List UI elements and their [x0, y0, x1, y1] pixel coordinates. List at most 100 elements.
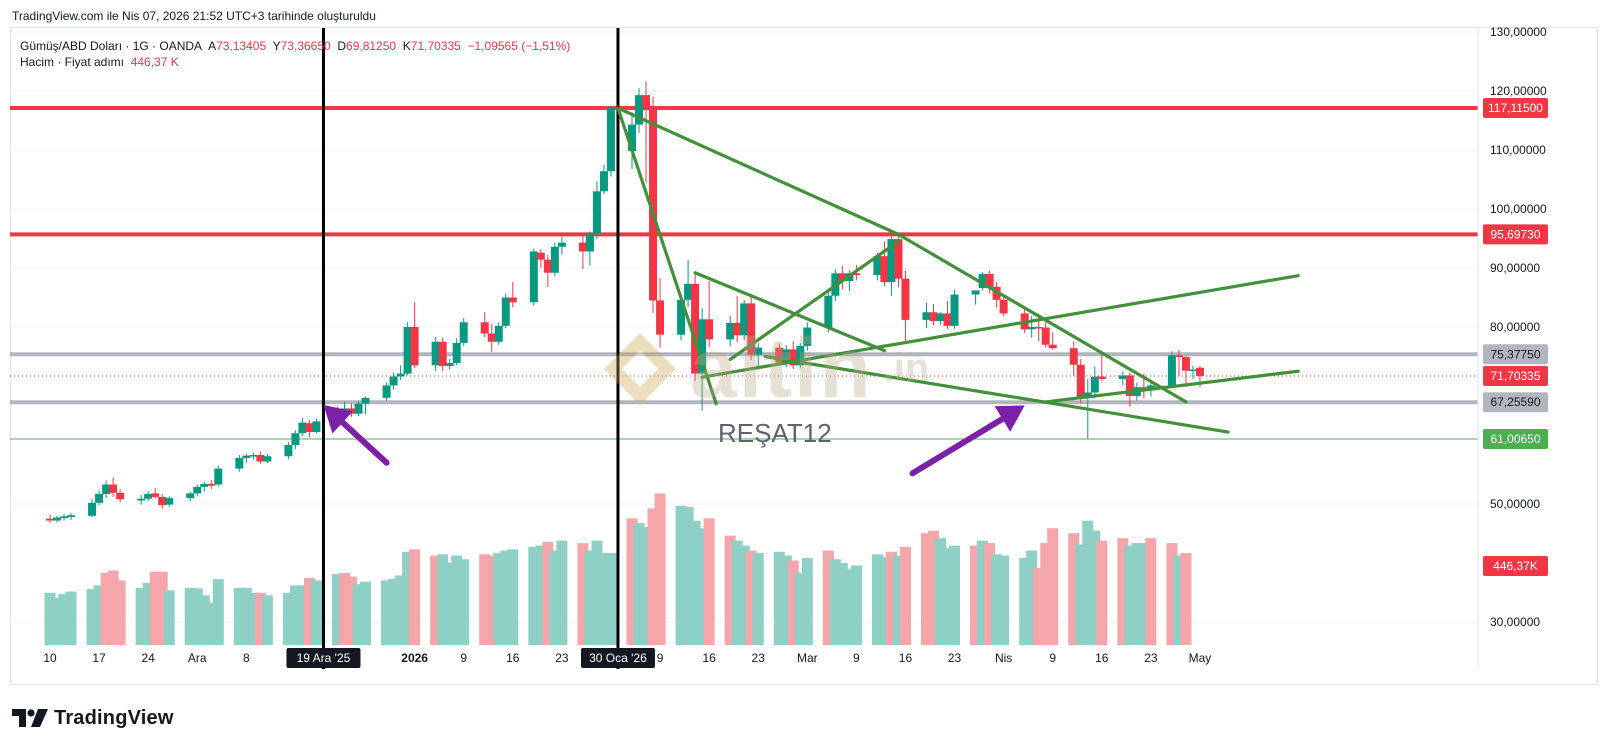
candle[interactable]	[1195, 367, 1204, 376]
candle[interactable]	[1048, 344, 1057, 349]
trendline[interactable]	[616, 106, 901, 236]
legend-volume-label[interactable]: Hacim · Fiyat adımı	[20, 55, 125, 69]
candle[interactable]	[165, 498, 174, 505]
candle[interactable]	[298, 422, 307, 434]
annotation-arrow-head-icon[interactable]	[994, 405, 1025, 432]
candle[interactable]	[291, 433, 300, 445]
trendline[interactable]	[728, 239, 901, 362]
candle[interactable]	[887, 239, 896, 283]
candle[interactable]	[263, 456, 272, 462]
candle[interactable]	[1146, 385, 1155, 389]
candle[interactable]	[151, 493, 160, 497]
candle[interactable]	[501, 297, 510, 326]
candle[interactable]	[901, 278, 910, 320]
candle[interactable]	[389, 376, 398, 386]
candle[interactable]	[1076, 364, 1085, 397]
candle[interactable]	[971, 290, 980, 295]
candle[interactable]	[642, 95, 651, 107]
candle[interactable]	[747, 303, 756, 355]
candle[interactable]	[705, 319, 714, 340]
candle[interactable]	[782, 349, 791, 363]
candle[interactable]	[978, 273, 987, 289]
candle[interactable]	[536, 252, 545, 260]
candle[interactable]	[606, 107, 615, 172]
candle[interactable]	[1027, 327, 1036, 330]
candle[interactable]	[1174, 355, 1183, 358]
tradingview-brand[interactable]: TradingView	[12, 706, 174, 730]
candle[interactable]	[740, 303, 749, 336]
candle[interactable]	[733, 322, 742, 336]
candle[interactable]	[403, 327, 412, 374]
candle[interactable]	[838, 273, 847, 281]
candle[interactable]	[354, 403, 363, 414]
candle[interactable]	[1118, 375, 1127, 379]
trendline[interactable]	[1044, 369, 1300, 404]
trendline[interactable]	[763, 354, 1230, 434]
annotation-arrow-head-icon[interactable]	[323, 404, 353, 434]
candle[interactable]	[824, 295, 833, 328]
candle[interactable]	[438, 341, 447, 366]
candle[interactable]	[627, 124, 636, 152]
candle[interactable]	[1188, 369, 1197, 371]
candle[interactable]	[137, 498, 146, 501]
candle[interactable]	[347, 408, 356, 414]
candle[interactable]	[726, 322, 735, 340]
candle[interactable]	[1167, 355, 1176, 386]
candle[interactable]	[1090, 376, 1099, 393]
candle[interactable]	[487, 333, 496, 342]
candle[interactable]	[116, 492, 125, 500]
candle[interactable]	[46, 518, 54, 521]
candle[interactable]	[1083, 392, 1092, 397]
candle[interactable]	[459, 322, 468, 343]
candle[interactable]	[200, 483, 209, 487]
candle[interactable]	[1181, 357, 1190, 371]
candle[interactable]	[529, 251, 538, 303]
candle[interactable]	[557, 242, 566, 247]
trendline[interactable]	[700, 274, 1300, 379]
candle[interactable]	[249, 455, 258, 457]
candle[interactable]	[873, 256, 882, 276]
candle[interactable]	[789, 349, 798, 366]
candle[interactable]	[550, 246, 559, 273]
candle[interactable]	[144, 493, 153, 499]
candle[interactable]	[508, 297, 517, 303]
candle[interactable]	[803, 327, 812, 346]
candle[interactable]	[480, 322, 489, 334]
legend-symbol[interactable]: Gümüş/ABD Doları · 1G · OANDA	[20, 39, 203, 53]
candle[interactable]	[382, 385, 391, 398]
candle[interactable]	[929, 312, 938, 322]
candle[interactable]	[109, 484, 118, 493]
candle[interactable]	[305, 423, 314, 433]
candle[interactable]	[592, 191, 601, 235]
candle[interactable]	[235, 457, 244, 469]
candle[interactable]	[494, 325, 503, 342]
candle[interactable]	[410, 327, 419, 366]
candle[interactable]	[880, 256, 889, 283]
candle[interactable]	[256, 455, 265, 462]
candle[interactable]	[102, 484, 111, 494]
candle[interactable]	[1069, 348, 1078, 365]
candle[interactable]	[312, 421, 321, 433]
candle[interactable]	[999, 299, 1008, 314]
candle[interactable]	[60, 516, 69, 519]
candle[interactable]	[656, 300, 665, 335]
candle[interactable]	[242, 455, 251, 458]
candle[interactable]	[985, 273, 994, 287]
trendline[interactable]	[693, 271, 887, 353]
candle[interactable]	[698, 319, 707, 374]
candle[interactable]	[431, 341, 440, 366]
trendline[interactable]	[616, 106, 718, 406]
candle[interactable]	[894, 239, 903, 279]
candle[interactable]	[445, 362, 454, 366]
candle[interactable]	[193, 486, 202, 494]
candle[interactable]	[585, 234, 594, 252]
candle[interactable]	[649, 106, 658, 301]
candle[interactable]	[775, 347, 784, 363]
candle[interactable]	[158, 496, 167, 506]
candle[interactable]	[340, 408, 349, 411]
candle[interactable]	[452, 342, 461, 363]
candle[interactable]	[67, 515, 76, 517]
candle[interactable]	[677, 299, 686, 335]
candle[interactable]	[543, 259, 552, 273]
